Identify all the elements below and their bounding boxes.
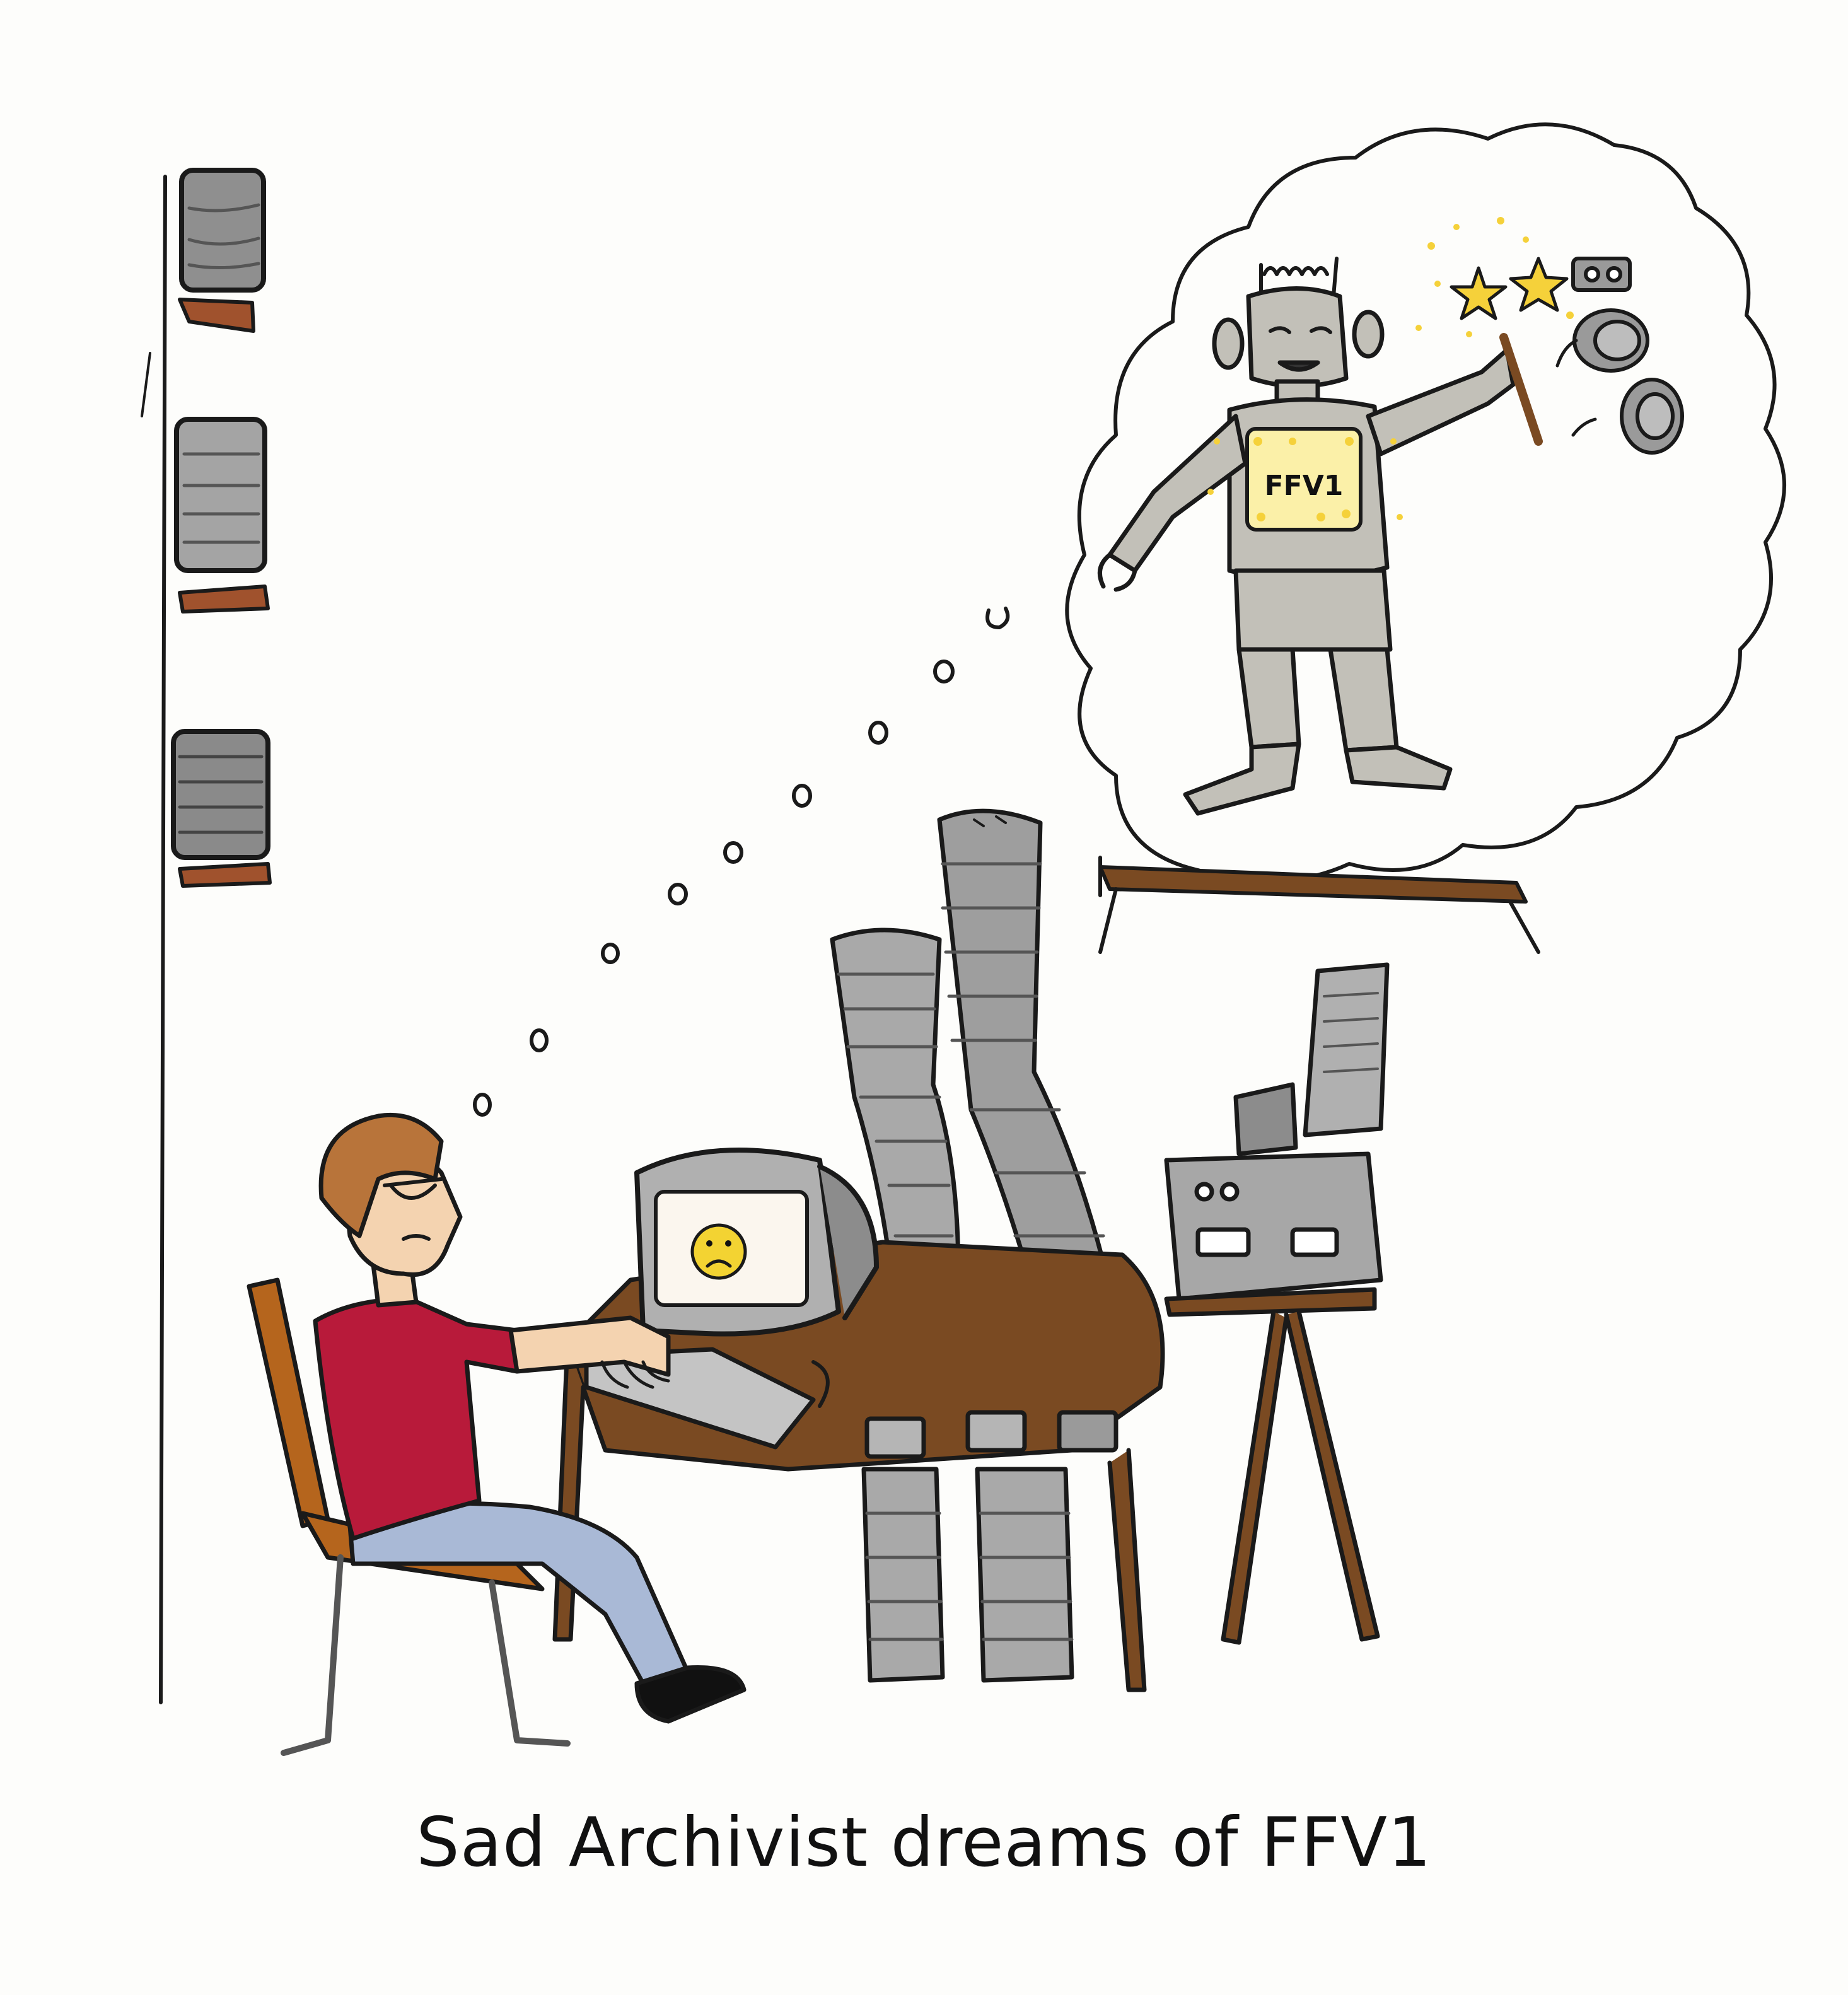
jeans (347, 1501, 690, 1686)
reel-stack-shelf-2 (174, 417, 270, 614)
chest-stars (1253, 437, 1354, 521)
computer-monitor (584, 1148, 879, 1450)
shoe (634, 1665, 747, 1724)
reel-stacks-under-desk (861, 1467, 1074, 1683)
sad-face-icon (690, 1223, 747, 1280)
film-reel-icon (1620, 378, 1684, 455)
caption: Sad Archivist dreams of FFV1 (416, 1803, 1432, 1882)
sparkle-star-icon (1207, 217, 1574, 520)
flying-reels (1555, 257, 1684, 455)
reel-player-stand (1164, 962, 1390, 1645)
thought-bubbles (473, 607, 1010, 1117)
reel-stack-shelf-1 (178, 168, 266, 333)
archivist (313, 1112, 747, 1724)
red-shirt (313, 1296, 520, 1541)
magic-wand-icon (1499, 333, 1543, 446)
film-reel-icon (1571, 257, 1632, 292)
keyboard (584, 1347, 816, 1450)
floating-shelf (1098, 856, 1540, 954)
reel-stack-shelf-3 (171, 729, 272, 888)
robot-chest-label: FFV1 (1265, 470, 1344, 502)
chest-panel (1245, 427, 1363, 532)
film-reel-icon (1572, 308, 1649, 373)
wall-shelves (141, 168, 272, 1704)
hair (318, 1112, 444, 1238)
ffv1-robot: FFV1 (1097, 257, 1543, 816)
glasses (383, 1177, 443, 1200)
